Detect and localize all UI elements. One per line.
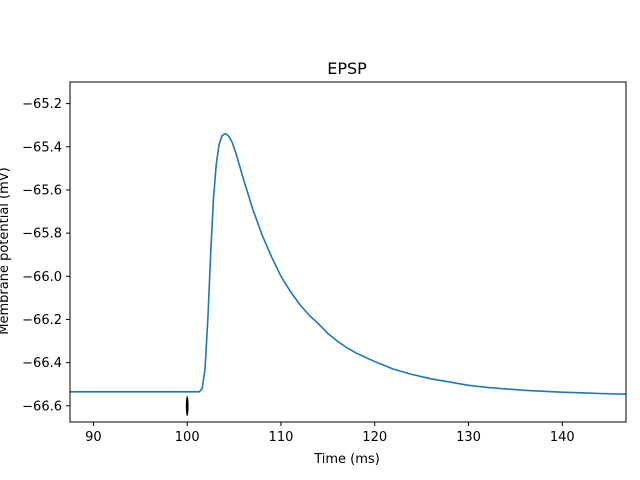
- axes: 90 100 110 120 130 140 −66.6 −66.4 −66.2 −66.0 −65…: [22, 81, 627, 445]
- y-tick-label: −65.2: [22, 97, 62, 112]
- x-axis-label: Time (ms): [313, 452, 380, 467]
- x-tick-label: 110: [269, 430, 294, 445]
- x-tick-label: 90: [85, 430, 102, 445]
- y-tick-label: −66.4: [22, 356, 62, 371]
- y-tick-label: −66.2: [22, 313, 62, 328]
- y-tick-label: −65.4: [22, 140, 62, 155]
- series-line-1: [70, 133, 626, 395]
- x-tick-label: 130: [456, 430, 481, 445]
- axes-frame: [69, 81, 627, 423]
- chart-title: EPSP: [327, 59, 367, 78]
- x-tick-label: 100: [175, 430, 200, 445]
- y-tick-label: −66.0: [22, 270, 62, 285]
- x-tick-label: 120: [362, 430, 387, 445]
- y-tick-label: −66.6: [22, 399, 62, 414]
- y-tick-label: −65.6: [22, 183, 62, 198]
- y-tick-label: −65.8: [22, 227, 62, 242]
- stimulus-marker-1: [185, 396, 189, 416]
- plot-area: [70, 133, 626, 416]
- x-tick-label: 140: [550, 430, 575, 445]
- y-axis-label: Membrane potential (mV): [0, 167, 12, 334]
